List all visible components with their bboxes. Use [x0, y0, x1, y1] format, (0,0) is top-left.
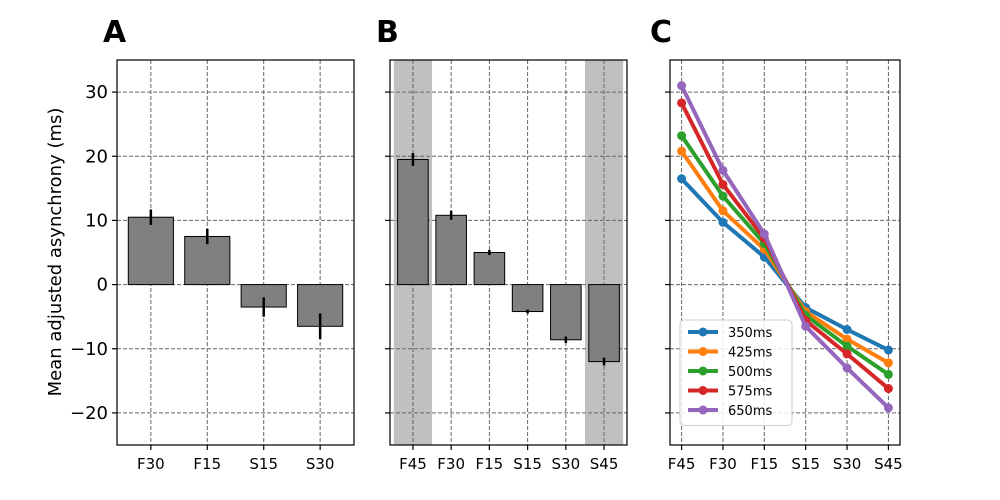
panel-label-c: C — [650, 15, 672, 50]
panel-c-legend-label-575ms: 575ms — [728, 385, 772, 400]
panel-c-point-575ms-s30 — [842, 349, 852, 359]
panel-a-ytick-label: 20 — [85, 146, 108, 167]
panel-c-line-650ms — [679, 84, 890, 410]
panel-c-point-425ms-f30 — [718, 206, 728, 216]
panel-c-point-500ms-s30 — [842, 341, 852, 351]
panel-c-point-500ms-f45 — [677, 131, 687, 141]
panel-c-frame — [669, 59, 901, 446]
panel-c-point-575ms-f45 — [677, 98, 687, 108]
panel-a-xtick-label: S15 — [249, 455, 278, 473]
panel-b-xtick-label: S30 — [552, 455, 581, 473]
panel-c-xtick-label: S15 — [791, 455, 820, 473]
panel-c-point-425ms-s30 — [842, 334, 852, 344]
panel-a-bar-f30 — [127, 216, 174, 286]
panel-c-point-650ms-s15 — [801, 321, 811, 331]
panel-c-point-425ms-f45 — [677, 146, 687, 156]
panel-a-ytick-label: 30 — [85, 82, 108, 103]
panel-c-point-350ms-s45 — [883, 345, 893, 355]
panel-c-point-500ms-s45 — [883, 369, 893, 379]
panel-b-bar-s15 — [511, 284, 544, 313]
panel-c-point-575ms-s45 — [883, 384, 893, 394]
panel-c-legend-marker-500ms — [698, 366, 708, 376]
panel-a-xtick-label: F30 — [137, 455, 165, 473]
panel-b-frame — [389, 59, 628, 446]
panel-c-legend-marker-575ms — [698, 386, 708, 395]
panel-c-point-650ms-f15 — [759, 229, 769, 239]
panel-b-xtick-label: F45 — [399, 455, 427, 473]
panel-c: 350ms 425ms 500ms 575ms 650ms F45 F30 F15 S15 S30… — [665, 59, 903, 473]
panel-b-bar-s45 — [588, 284, 620, 363]
panel-a-xtick-label: F15 — [193, 455, 221, 473]
panel-c-xtick-label: F30 — [709, 455, 737, 473]
panel-b-bar-s30 — [550, 284, 582, 341]
panel-c-legend-label-500ms: 500ms — [728, 365, 772, 380]
panel-c-legend-label-350ms: 350ms — [728, 326, 772, 341]
panel-c-point-650ms-f30 — [718, 165, 728, 175]
panel-c-legend-marker-425ms — [698, 347, 708, 356]
panel-label-a: A — [103, 15, 127, 50]
panel-a: −20 −10 0 10 20 30 F30 F15 S15 S30 — [70, 59, 355, 473]
panel-b-xtick-label: F15 — [476, 455, 504, 473]
panel-b-bar-f45 — [397, 158, 429, 286]
panel-a-frame — [116, 59, 355, 446]
panel-c-point-650ms-s45 — [883, 403, 893, 413]
panel-c-xtick-label: S45 — [874, 455, 903, 473]
panel-c-xtick-label: F45 — [668, 455, 696, 473]
panel-a-bar-f15 — [184, 235, 231, 286]
panel-c-xtick-label: S30 — [833, 455, 862, 473]
panel-b-bar-f15 — [473, 252, 506, 286]
panel-c-point-500ms-f30 — [718, 191, 728, 201]
panel-a-ytick-label: −20 — [70, 403, 108, 424]
panel-c-legend-marker-650ms — [698, 405, 708, 415]
panel-c-point-650ms-s30 — [842, 363, 852, 373]
panel-c-point-350ms-s30 — [842, 325, 852, 334]
panel-a-ytick-label: −10 — [70, 339, 108, 360]
panel-a-ytick-label: 10 — [85, 210, 108, 231]
panel-c-point-650ms-f45 — [677, 81, 687, 91]
panel-c-xtick-label: F15 — [750, 455, 778, 473]
panel-b-xtick-label: S45 — [590, 455, 619, 473]
panel-c-point-350ms-f30 — [718, 217, 728, 227]
panel-a-ytick-label: 0 — [97, 275, 108, 296]
panel-a-xtick-label: S30 — [306, 455, 335, 473]
panel-c-point-575ms-f30 — [718, 179, 728, 189]
panel-b-xtick-label: F30 — [437, 455, 465, 473]
panel-b-bar-f30 — [435, 214, 467, 286]
panel-c-legend-label-650ms: 650ms — [728, 404, 772, 419]
panel-label-b: B — [376, 15, 399, 50]
panel-c-point-425ms-s45 — [883, 358, 893, 368]
panel-b: F45 F30 F15 S15 S30 S45 — [385, 59, 628, 473]
y-axis-label: Mean adjusted asynchrony (ms) — [45, 108, 66, 397]
panel-c-legend-label-425ms: 425ms — [728, 346, 772, 361]
panel-c-legend-marker-350ms — [698, 327, 708, 337]
panel-c-legend — [679, 319, 793, 426]
panel-c-point-350ms-f45 — [677, 174, 687, 184]
panel-b-xtick-label: S15 — [513, 455, 542, 473]
